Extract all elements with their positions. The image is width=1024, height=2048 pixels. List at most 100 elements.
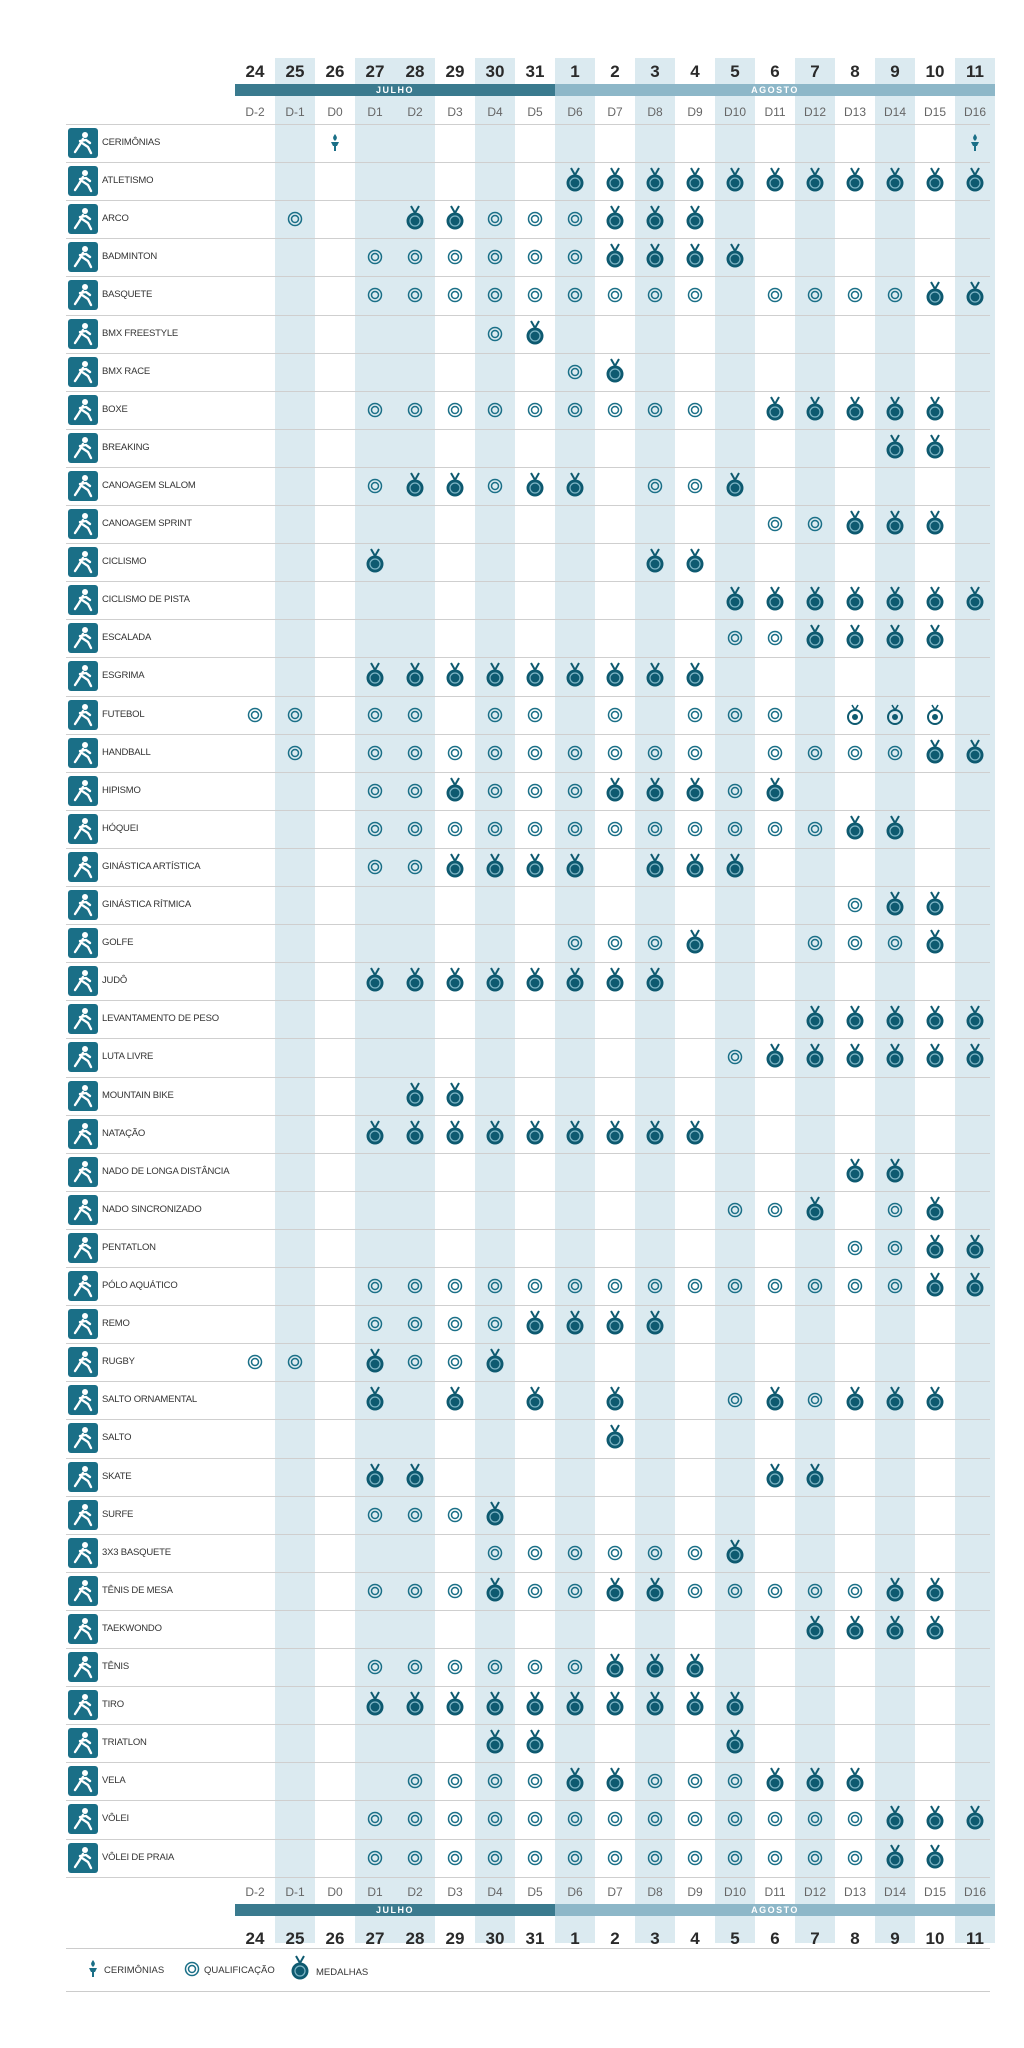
qualification-marker (647, 821, 663, 837)
day-label-bottom: D15 (923, 1884, 946, 1899)
sailing-icon (68, 1766, 98, 1797)
qualification-marker (847, 1583, 863, 1599)
day-number-bottom: 11 (966, 1928, 984, 1948)
sport-name: GINÁSTICA RÍTMICA (102, 899, 191, 911)
qualification-marker (607, 1850, 623, 1865)
medal-marker (806, 586, 824, 611)
qualification-marker (367, 821, 383, 837)
row-divider (66, 162, 990, 164)
qualification-marker (567, 1545, 583, 1560)
medal-marker (486, 662, 504, 687)
legend: CERIMÔNIAS QUALIFICAÇÃO MEDALHAS (66, 1948, 990, 1992)
qualification-marker (647, 402, 663, 417)
medal-marker (446, 662, 464, 687)
qualification-marker (847, 897, 863, 913)
volleyball-icon (68, 1804, 98, 1835)
medal-marker (486, 1691, 504, 1716)
qualification-marker (767, 288, 783, 303)
medal-marker (886, 396, 904, 421)
sport-name: NADO DE LONGA DISTÂNCIA (102, 1165, 230, 1177)
sport-name: ESCALADA (102, 632, 152, 644)
medal-marker (886, 1577, 904, 1602)
medal-marker (526, 320, 544, 345)
day-label-top: D-2 (245, 105, 265, 119)
qualification-marker (407, 1583, 423, 1599)
qualification-marker (647, 478, 663, 494)
medal-marker (926, 929, 944, 954)
qualification-marker (527, 250, 543, 265)
qualification-marker (807, 745, 823, 760)
day-number-bottom: 4 (690, 1928, 700, 1948)
qualification-marker (367, 1850, 383, 1865)
day-number-bottom: 7 (810, 1928, 820, 1948)
qualification-marker (647, 288, 663, 303)
medal-marker (486, 1120, 504, 1145)
medal-marker (606, 967, 624, 992)
qualification-marker (607, 1812, 623, 1827)
qualification-marker (767, 745, 783, 760)
row-divider (66, 466, 990, 468)
row-divider (66, 390, 990, 392)
row-divider (66, 1419, 990, 1421)
sport-name: FUTEBOL (102, 708, 145, 720)
qualification-marker (447, 1583, 463, 1599)
qualification-marker (687, 1278, 703, 1294)
medal-marker (366, 1463, 384, 1488)
medal-marker (446, 967, 464, 992)
medal-marker (846, 1767, 864, 1792)
qualification-marker (607, 1278, 623, 1294)
day-number-bottom: 8 (850, 1928, 860, 1948)
mountain-bike-icon (68, 1080, 98, 1111)
medal-marker (686, 853, 704, 878)
qualification-marker (767, 1583, 783, 1599)
qualification-marker (527, 1659, 543, 1675)
qualification-marker (727, 1850, 743, 1865)
sport-name: CANOAGEM SPRINT (102, 518, 192, 530)
medal-marker (966, 739, 984, 764)
medal-marker (926, 396, 944, 421)
day-label-bottom: D13 (843, 1884, 866, 1899)
medal-marker (686, 167, 704, 192)
handball-icon (68, 737, 98, 768)
medal-marker (846, 1005, 864, 1030)
qualification-marker (807, 1812, 823, 1827)
row-divider (66, 809, 990, 811)
row-divider (66, 200, 990, 202)
day-label-bottom: D1 (367, 1884, 383, 1899)
row-divider (66, 124, 990, 125)
qualification-marker (367, 783, 383, 798)
sport-name: SALTO (102, 1432, 132, 1444)
medal-marker (726, 243, 744, 268)
day-number-top: 29 (445, 62, 465, 81)
qualification-marker (527, 1774, 543, 1789)
row-divider (66, 847, 990, 849)
qualification-marker (487, 1850, 503, 1865)
medal-marker (366, 1386, 384, 1411)
day-label-top: D11 (764, 105, 786, 119)
sport-name: BMX RACE (102, 365, 151, 377)
qualification-marker (767, 1812, 783, 1827)
qualification-marker (807, 821, 823, 837)
medal-marker (766, 586, 784, 611)
cycling-road-icon (68, 547, 98, 578)
sport-name: ATLETISMO (102, 175, 154, 187)
august-bar-bottom (555, 1903, 995, 1916)
sport-name: SURFE (102, 1508, 134, 1520)
medal-marker (686, 1120, 704, 1145)
row-divider (66, 1152, 990, 1154)
medal-marker (846, 624, 864, 649)
day-number-bottom: 3 (650, 1928, 660, 1948)
qualification-marker (407, 821, 423, 837)
medal-marker (886, 1005, 904, 1030)
medal-marker (806, 1043, 824, 1068)
qualification-marker (567, 250, 583, 265)
qualification-marker (847, 1240, 863, 1256)
medal-marker (446, 853, 464, 878)
qualification-marker (727, 1812, 743, 1827)
medal-marker (926, 739, 944, 764)
medal-marker (766, 1043, 784, 1068)
canoe-slalom-icon (68, 470, 98, 501)
qualification-marker (367, 288, 383, 303)
qualification-marker (407, 745, 423, 760)
qualification-marker (887, 288, 903, 303)
